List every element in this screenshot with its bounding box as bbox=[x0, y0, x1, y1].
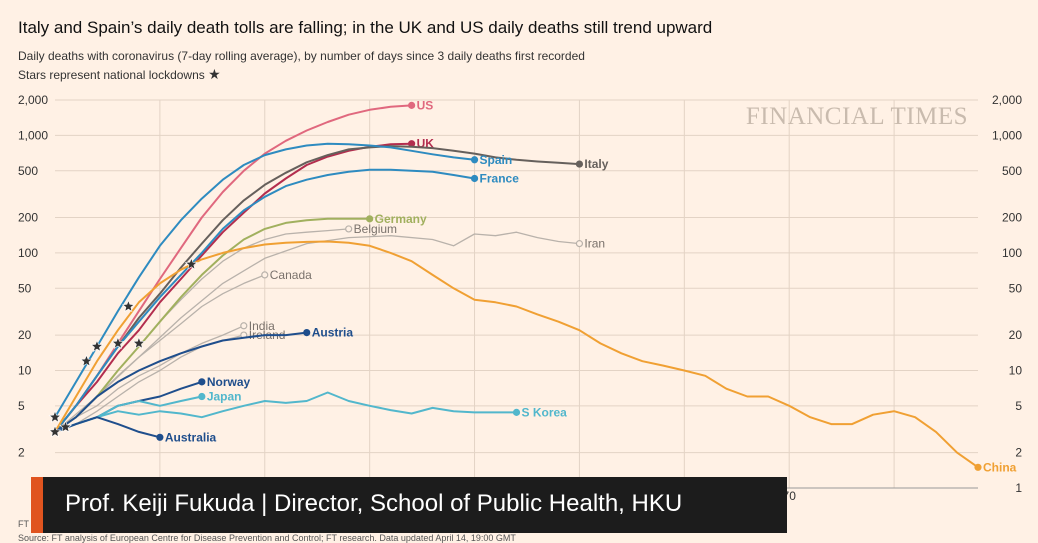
series-endpoint-france bbox=[470, 174, 479, 183]
series-endpoint-s-korea bbox=[512, 408, 521, 416]
caption-text: Prof. Keiji Fukuda | Director, School of… bbox=[65, 490, 683, 517]
series-line-austria bbox=[54, 331, 307, 433]
series-line-spain bbox=[54, 142, 475, 418]
series-line-uk bbox=[54, 142, 412, 433]
y-tick-label-right: 20 bbox=[1009, 328, 1023, 342]
series-label-us: US bbox=[417, 98, 434, 112]
y-tick-label-left: 20 bbox=[18, 328, 32, 342]
series-label-china: China bbox=[983, 460, 1017, 474]
series-line-iran bbox=[54, 231, 580, 433]
series-label-austria: Austria bbox=[312, 326, 354, 340]
y-tick-label-right: 1,000 bbox=[992, 128, 1022, 142]
series-line-china bbox=[54, 240, 979, 469]
series-line-germany bbox=[54, 217, 370, 433]
chart-subtitle-stars: Stars represent national lockdowns ★ bbox=[18, 66, 221, 83]
ft-note: FT bbox=[18, 519, 29, 529]
lockdown-star-icon bbox=[48, 410, 62, 423]
series-endpoint-italy bbox=[575, 160, 584, 168]
y-tick-label-left: 1,000 bbox=[18, 128, 48, 142]
series-endpoint-india bbox=[240, 322, 248, 330]
lockdown-star-icon bbox=[48, 425, 62, 438]
y-tick-label-right: 10 bbox=[1009, 363, 1023, 377]
lockdown-star-icon bbox=[90, 339, 104, 352]
y-tick-label-left: 500 bbox=[18, 164, 38, 178]
chart-title: Italy and Spain’s daily death tolls are … bbox=[18, 18, 713, 37]
y-tick-label-left: 5 bbox=[18, 399, 25, 413]
series-label-australia: Australia bbox=[165, 430, 217, 444]
series-endpoint-spain bbox=[470, 156, 479, 164]
series-line-italy bbox=[54, 145, 580, 433]
y-tick-label-left: 200 bbox=[18, 211, 38, 225]
series-endpoint-japan bbox=[198, 392, 206, 401]
y-tick-label-right: 1 bbox=[1015, 481, 1022, 495]
series-endpoint-iran bbox=[575, 240, 584, 248]
y-tick-label-right: 50 bbox=[1009, 281, 1023, 295]
lockdown-star-icon bbox=[121, 299, 135, 313]
series-endpoint-austria bbox=[303, 328, 311, 337]
series-endpoint-us bbox=[408, 101, 416, 109]
series-endpoint-belgium bbox=[345, 225, 353, 233]
source-note: Source: FT analysis of European Centre f… bbox=[18, 533, 516, 543]
series-label-spain: Spain bbox=[480, 153, 513, 167]
series-label-germany: Germany bbox=[375, 212, 427, 226]
series-label-india: India bbox=[249, 319, 275, 333]
chart-subtitle: Daily deaths with coronavirus (7-day rol… bbox=[18, 49, 585, 63]
series-endpoint-canada bbox=[261, 271, 269, 279]
series-label-japan: Japan bbox=[207, 390, 242, 404]
lockdown-star-icon bbox=[59, 420, 72, 433]
series-endpoint-germany bbox=[366, 215, 374, 223]
series-line-us bbox=[54, 104, 412, 433]
series-label-norway: Norway bbox=[207, 375, 251, 389]
lockdown-star-icon bbox=[80, 354, 93, 367]
y-tick-label-left: 100 bbox=[18, 246, 38, 260]
y-tick-label-left: 2,000 bbox=[18, 93, 48, 107]
series-line-australia bbox=[54, 416, 161, 439]
lower-third-caption: Prof. Keiji Fukuda | Director, School of… bbox=[31, 477, 787, 533]
y-tick-label-right: 2 bbox=[1015, 446, 1022, 460]
series-label-s-korea: S Korea bbox=[522, 405, 568, 419]
series-label-canada: Canada bbox=[270, 268, 312, 282]
y-tick-label-left: 50 bbox=[18, 281, 32, 295]
stars-note: Stars represent national lockdowns bbox=[18, 68, 205, 82]
y-tick-label-left: 10 bbox=[18, 363, 32, 377]
y-tick-label-right: 200 bbox=[1002, 211, 1022, 225]
series-endpoint-china bbox=[974, 463, 982, 471]
series-label-belgium: Belgium bbox=[354, 222, 397, 236]
lockdown-star-icon bbox=[111, 336, 125, 349]
y-tick-label-right: 5 bbox=[1015, 399, 1022, 413]
y-tick-label-right: 2,000 bbox=[992, 93, 1022, 107]
series-line-france bbox=[54, 168, 475, 433]
star-icon: ★ bbox=[208, 66, 221, 82]
lockdown-star-icon bbox=[132, 336, 146, 349]
series-label-iran: Iran bbox=[584, 237, 605, 251]
y-tick-label-right: 500 bbox=[1002, 164, 1022, 178]
series-endpoint-norway bbox=[198, 378, 206, 386]
y-tick-label-right: 100 bbox=[1002, 246, 1022, 260]
lockdown-star-icon bbox=[184, 257, 198, 270]
y-tick-label-left: 2 bbox=[18, 446, 25, 460]
series-line-s-korea bbox=[54, 391, 517, 433]
series-line-india bbox=[54, 325, 245, 433]
series-label-italy: Italy bbox=[584, 157, 608, 171]
ft-watermark: FINANCIAL TIMES bbox=[745, 103, 968, 130]
series-endpoint-australia bbox=[156, 433, 164, 441]
caption-accent-bar bbox=[31, 477, 43, 533]
series-label-france: France bbox=[480, 171, 520, 185]
